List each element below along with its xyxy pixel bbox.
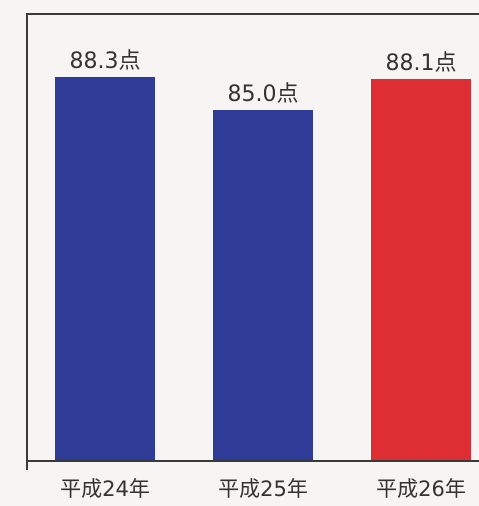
- category-label-1: 平成24年: [60, 477, 150, 501]
- category-label-2: 平成25年: [218, 477, 308, 501]
- bars-group: [55, 77, 471, 460]
- value-label-2: 85.0点: [228, 82, 299, 107]
- bar-3: [371, 79, 471, 460]
- bar-2: [213, 110, 313, 460]
- category-label-3: 平成26年: [376, 477, 466, 501]
- bar-1: [55, 77, 155, 460]
- value-label-3: 88.1点: [386, 51, 457, 76]
- value-label-1: 88.3点: [70, 49, 141, 74]
- category-labels-group: 平成24年 平成25年 平成26年: [60, 477, 466, 501]
- value-labels-group: 88.3点 85.0点 88.1点: [70, 49, 457, 107]
